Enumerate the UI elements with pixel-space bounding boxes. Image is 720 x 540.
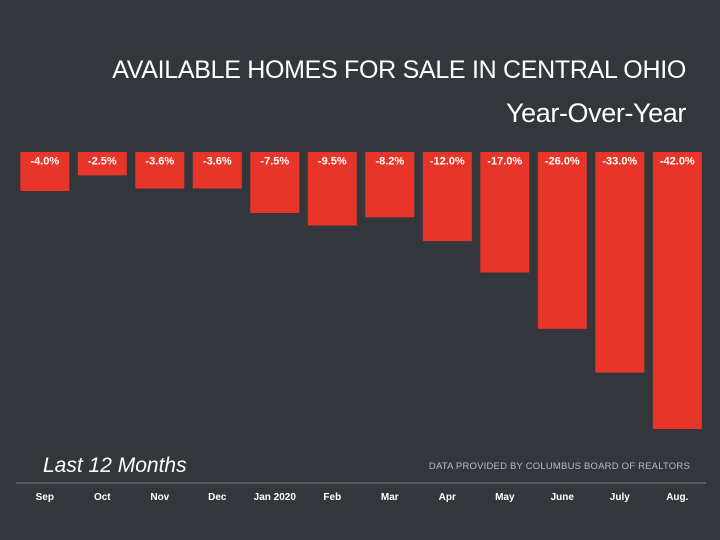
bar-value-label: -9.5% <box>318 156 347 168</box>
bar-6 <box>307 152 357 226</box>
bar-10 <box>537 152 587 329</box>
bar-value-label: -7.5% <box>260 156 289 168</box>
bar-value-label: -12.0% <box>430 156 465 168</box>
bar-4 <box>192 152 242 189</box>
bar-2 <box>77 152 127 176</box>
bar-value-label: -42.0% <box>660 156 695 168</box>
bar-value-label: -3.6% <box>203 156 232 168</box>
x-tick-label: Mar <box>381 492 399 503</box>
bar-value-label: -26.0% <box>545 156 580 168</box>
bar-8 <box>422 152 472 242</box>
bar-12 <box>652 152 702 429</box>
x-tick-label: Dec <box>208 492 227 503</box>
x-tick-label: Apr <box>439 492 456 503</box>
bar-9 <box>480 152 530 273</box>
period-label: Last 12 Months <box>43 454 187 477</box>
x-tick-label: July <box>610 492 630 503</box>
bar-value-label: -2.5% <box>88 156 117 168</box>
bar-7 <box>365 152 415 218</box>
bar-1 <box>20 152 70 191</box>
x-tick-label: Sep <box>36 492 54 503</box>
x-tick-label: Jan 2020 <box>254 492 297 503</box>
x-tick-label: Oct <box>94 492 111 503</box>
bar-value-label: -33.0% <box>602 156 637 168</box>
x-tick-label: May <box>495 492 515 503</box>
chart-subtitle: Year-Over-Year <box>506 98 686 128</box>
bar-value-label: -8.2% <box>375 156 404 168</box>
x-tick-label: June <box>551 492 575 503</box>
source-note: DATA PROVIDED BY COLUMBUS BOARD OF REALT… <box>428 461 690 472</box>
bar-5 <box>250 152 300 213</box>
bar-value-label: -17.0% <box>487 156 522 168</box>
x-tick-label: Nov <box>150 492 169 503</box>
bar-value-label: -3.6% <box>145 156 174 168</box>
bar-value-label: -4.0% <box>30 156 59 168</box>
bar-11 <box>595 152 645 373</box>
bar-3 <box>135 152 185 189</box>
x-tick-label: Feb <box>323 492 341 503</box>
chart-title: AVAILABLE HOMES FOR SALE IN CENTRAL OHIO <box>112 56 686 84</box>
x-tick-label: Aug. <box>666 492 688 503</box>
